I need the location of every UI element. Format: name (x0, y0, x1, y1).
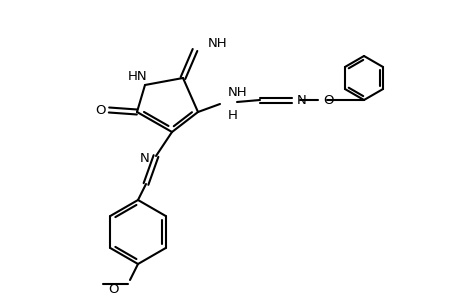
Text: H: H (228, 109, 237, 122)
Text: N: N (297, 94, 306, 106)
Text: O: O (108, 284, 119, 296)
Text: HN: HN (128, 70, 147, 83)
Text: NH: NH (207, 37, 227, 50)
Text: N: N (140, 152, 150, 164)
Text: O: O (322, 94, 333, 106)
Text: O: O (95, 103, 106, 116)
Text: NH: NH (228, 86, 247, 99)
